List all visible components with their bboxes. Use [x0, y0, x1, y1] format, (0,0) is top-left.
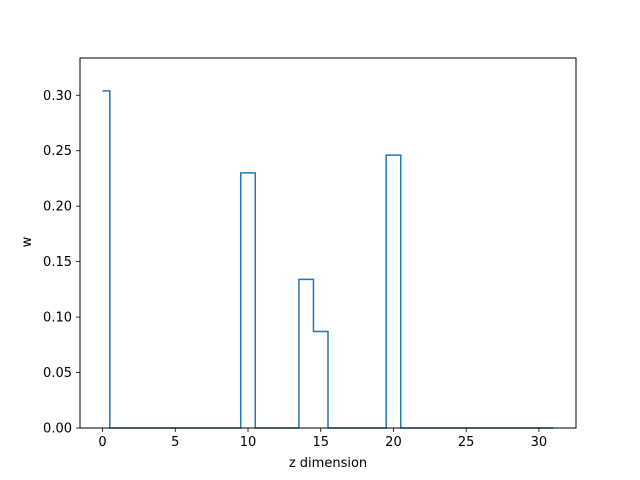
y-tick-label: 0.25: [43, 144, 72, 159]
x-axis-ticks: 0 5 10 15 20 25 30: [98, 428, 547, 450]
y-tick-label: 0.05: [43, 366, 72, 381]
y-axis-label: w: [20, 236, 35, 247]
y-tick-label: 0.30: [43, 89, 72, 104]
x-tick-label: 5: [171, 435, 179, 450]
x-tick-label: 20: [385, 435, 402, 450]
y-tick-label: 0.15: [43, 255, 72, 270]
x-tick-label: 15: [312, 435, 329, 450]
x-tick-label: 25: [458, 435, 475, 450]
y-tick-label: 0.10: [43, 311, 72, 326]
y-axis-ticks: 0.00 0.05 0.10 0.15 0.20 0.25 0.30: [43, 89, 80, 437]
axes-frame: [79, 57, 577, 429]
x-axis-label: z dimension: [289, 456, 367, 471]
y-tick-label: 0.20: [43, 200, 72, 215]
x-tick-label: 30: [531, 435, 548, 450]
x-tick-label: 0: [98, 435, 106, 450]
x-tick-label: 10: [240, 435, 257, 450]
y-tick-label: 0.00: [43, 422, 72, 437]
